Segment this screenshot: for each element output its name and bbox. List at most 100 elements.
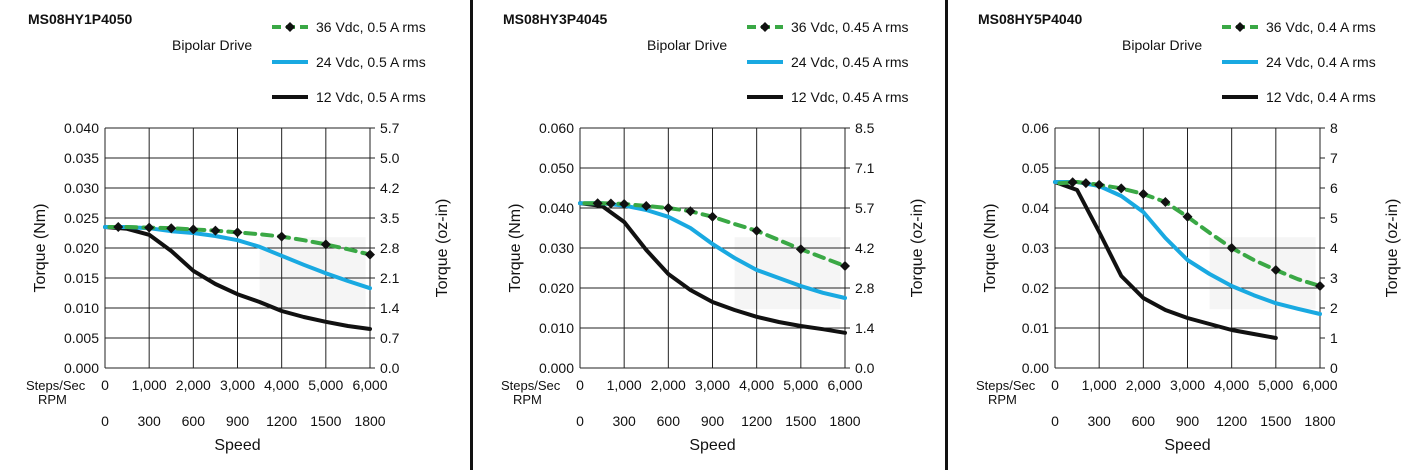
series-marker: [619, 199, 630, 209]
series-marker: [641, 201, 652, 211]
series-marker: [276, 231, 287, 242]
rpm-tick-label: 0: [1051, 413, 1059, 429]
x-axis-title: Speed: [689, 437, 735, 454]
y2-axis-title: Torque (oz-in): [434, 199, 451, 298]
chart-panel-3: MS08HY5P4040 Bipolar Drive 36 Vdc, 0.4 A r…: [950, 0, 1420, 470]
series-marker: [166, 223, 177, 234]
y-tick-label: 0.035: [64, 150, 99, 166]
series-marker: [320, 239, 331, 250]
series-marker: [1138, 189, 1149, 199]
y2-tick-label: 6: [1330, 180, 1338, 196]
legend-label: 24 Vdc, 0.4 A rms: [1266, 54, 1376, 70]
y-tick-label: 0.010: [64, 300, 99, 316]
series-marker: [751, 225, 762, 236]
rpm-tick-label: 300: [612, 413, 636, 429]
rpm-tick-label: 1800: [829, 413, 860, 429]
chart-panel-1: MS08HY1P4050 Bipolar Drive 36 Vdc, 0.5 A r…: [0, 0, 470, 470]
legend-label: 24 Vdc, 0.5 A rms: [316, 54, 426, 70]
y-axis-title: Torque (Nm): [982, 204, 999, 293]
y2-axis-title: Torque (oz-in): [909, 199, 926, 298]
y2-tick-label: 5.7: [855, 200, 875, 216]
legend-label: 12 Vdc, 0.45 A rms: [791, 89, 909, 105]
y-tick-label: 0.06: [1022, 120, 1049, 136]
y2-tick-label: 0: [1330, 360, 1338, 376]
y2-tick-label: 0.7: [380, 330, 400, 346]
x-tick-label: 6,000: [1302, 377, 1337, 393]
series-marker: [1270, 265, 1281, 275]
y-tick-label: 0.04: [1022, 200, 1049, 216]
rpm-tick-label: 1800: [354, 413, 385, 429]
series-marker: [685, 206, 696, 217]
series-line-2: [1053, 180, 1278, 340]
series-line-2: [578, 201, 847, 335]
rpm-tick-label: 1500: [310, 413, 341, 429]
series-marker: [1094, 179, 1105, 190]
x-tick-label: 2,000: [651, 377, 686, 393]
y2-tick-label: 3.5: [380, 210, 400, 226]
series-marker: [840, 261, 850, 271]
rpm-tick-label: 0: [101, 413, 109, 429]
y2-tick-label: 1.4: [380, 300, 400, 316]
x-row-label-steps: Steps/Sec: [26, 378, 86, 393]
y-tick-label: 0.040: [64, 120, 99, 136]
y-tick-label: 0.015: [64, 270, 99, 286]
legend-label: 36 Vdc, 0.45 A rms: [791, 19, 909, 35]
y-tick-label: 0.03: [1022, 240, 1049, 256]
x-tick-label: 5,000: [1258, 377, 1293, 393]
y-tick-label: 0.020: [539, 280, 574, 296]
y2-tick-label: 4.2: [380, 180, 400, 196]
x-axis-title: Speed: [214, 437, 260, 454]
y2-tick-label: 8: [1330, 120, 1338, 136]
y-tick-label: 0.025: [64, 210, 99, 226]
x-tick-label: 1,000: [607, 377, 642, 393]
series-marker: [795, 244, 806, 255]
rpm-tick-label: 1200: [741, 413, 772, 429]
series-marker: [605, 198, 616, 209]
y2-tick-label: 8.5: [855, 120, 875, 136]
y-tick-label: 0.060: [539, 120, 574, 136]
y2-tick-label: 0.0: [855, 360, 875, 376]
y2-tick-label: 2.8: [855, 280, 875, 296]
chart-title: MS08HY1P4050: [28, 11, 133, 27]
y2-tick-label: 7.1: [855, 160, 875, 176]
panel-divider: [945, 0, 948, 470]
series-marker: [232, 227, 243, 238]
series-line-2: [103, 225, 372, 331]
legend-marker: [1235, 22, 1245, 32]
rpm-tick-label: 600: [1132, 413, 1156, 429]
y2-axis-title: Torque (oz-in): [1384, 199, 1401, 298]
legend-marker: [760, 22, 770, 32]
rpm-tick-label: 1500: [1260, 413, 1291, 429]
series-marker: [1315, 281, 1325, 291]
x-tick-label: 3,000: [220, 377, 255, 393]
series-marker: [1226, 243, 1237, 253]
y2-tick-label: 4.2: [855, 240, 875, 256]
y-tick-label: 0.000: [539, 360, 574, 376]
x-tick-label: 4,000: [1214, 377, 1249, 393]
y-tick-label: 0.00: [1022, 360, 1049, 376]
y-tick-label: 0.01: [1022, 320, 1049, 336]
x-tick-label: 1,000: [132, 377, 167, 393]
y2-tick-label: 2.1: [380, 270, 400, 286]
y-tick-label: 0.05: [1022, 160, 1049, 176]
x-tick-label: 0: [576, 377, 584, 393]
y-tick-label: 0.005: [64, 330, 99, 346]
chart-subtitle: Bipolar Drive: [172, 37, 252, 53]
rpm-tick-label: 1200: [1216, 413, 1247, 429]
rpm-tick-label: 900: [701, 413, 725, 429]
legend-label: 12 Vdc, 0.5 A rms: [316, 89, 426, 105]
x-tick-label: 6,000: [827, 377, 862, 393]
y2-tick-label: 5: [1330, 210, 1338, 226]
chart-title: MS08HY3P4045: [503, 11, 608, 27]
x-tick-label: 3,000: [1170, 377, 1205, 393]
y2-tick-label: 5.0: [380, 150, 400, 166]
legend-label: 36 Vdc, 0.4 A rms: [1266, 19, 1376, 35]
series-marker: [1182, 211, 1193, 222]
rpm-tick-label: 600: [657, 413, 681, 429]
y2-tick-label: 5.7: [380, 120, 400, 136]
rpm-tick-label: 300: [137, 413, 161, 429]
y2-tick-label: 2: [1330, 300, 1338, 316]
x-row-label-rpm: RPM: [513, 392, 542, 407]
rpm-tick-label: 0: [576, 413, 584, 429]
x-tick-label: 5,000: [783, 377, 818, 393]
